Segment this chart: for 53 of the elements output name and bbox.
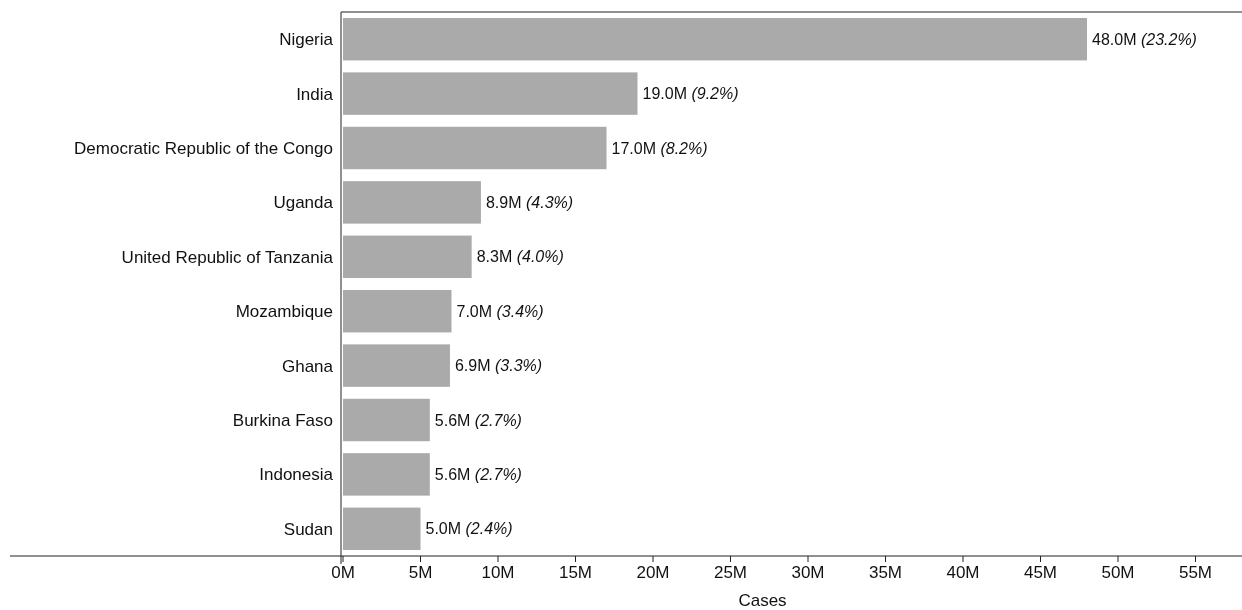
annotation: (2.4%) — [461, 520, 513, 538]
annotation: (8.2%) — [655, 139, 708, 157]
y-tick-label: Nigeria — [279, 30, 334, 50]
annotation: (4.3%) — [521, 194, 574, 211]
x-tick-label: 15M — [558, 563, 593, 582]
y-tick-label: United Republic of Tanzania — [121, 247, 334, 267]
x-tick-label: 55M — [1178, 563, 1213, 582]
x-tick-label: 5M — [408, 563, 433, 582]
bar — [343, 235, 472, 279]
bar — [343, 507, 421, 551]
data-label: 6.9M — [454, 357, 491, 375]
x-tick-label: 35M — [868, 563, 903, 582]
y-tick-label: Ghana — [281, 356, 334, 376]
bar — [343, 398, 430, 442]
y-tick-label: Indonesia — [259, 465, 334, 485]
annotation: (4.0%) — [512, 248, 564, 266]
annotation: (3.4%) — [492, 302, 544, 320]
x-tick-label: 10M — [481, 563, 515, 582]
x-tick-label: 40M — [946, 563, 980, 582]
data-label: 8.3M — [476, 248, 513, 266]
bar — [343, 17, 1087, 61]
annotation: (23.2%) — [1136, 30, 1197, 48]
data-label: 8.9M — [485, 194, 522, 211]
y-tick-label: Mozambique — [235, 302, 333, 322]
bar — [343, 72, 638, 115]
annotation: (3.3%) — [490, 357, 543, 375]
data-label: 19.0M — [642, 85, 687, 103]
x-tick-label: 50M — [1101, 563, 1135, 582]
annotation: (2.7%) — [470, 411, 522, 429]
bar — [343, 344, 450, 387]
x-axis-title: Cases — [738, 591, 787, 610]
bar — [343, 181, 481, 224]
y-tick-label: Uganda — [273, 193, 334, 213]
data-label: 5.0M — [425, 520, 462, 538]
data-label: 17.0M — [611, 139, 656, 157]
bar — [343, 453, 430, 496]
x-tick-label: 30M — [791, 563, 825, 582]
data-label: 5.6M — [434, 411, 471, 429]
y-tick-label: Burkina Faso — [232, 410, 333, 430]
x-tick-label: 20M — [636, 563, 670, 582]
y-tick-label: Democratic Republic of the Congo — [74, 138, 333, 158]
annotation: (9.2%) — [686, 85, 739, 103]
data-label: 48.0M — [1092, 30, 1137, 48]
bar — [343, 126, 607, 170]
y-tick-label: India — [296, 84, 334, 104]
data-label: 5.6M — [434, 466, 471, 483]
x-tick-label: 25M — [713, 563, 748, 582]
x-tick-label: 45M — [1023, 563, 1058, 582]
x-tick-label: 0M — [331, 563, 355, 582]
data-label: 7.0M — [456, 302, 493, 320]
bar — [343, 289, 452, 333]
annotation: (2.7%) — [470, 466, 522, 483]
y-tick-label: Sudan — [283, 519, 333, 539]
